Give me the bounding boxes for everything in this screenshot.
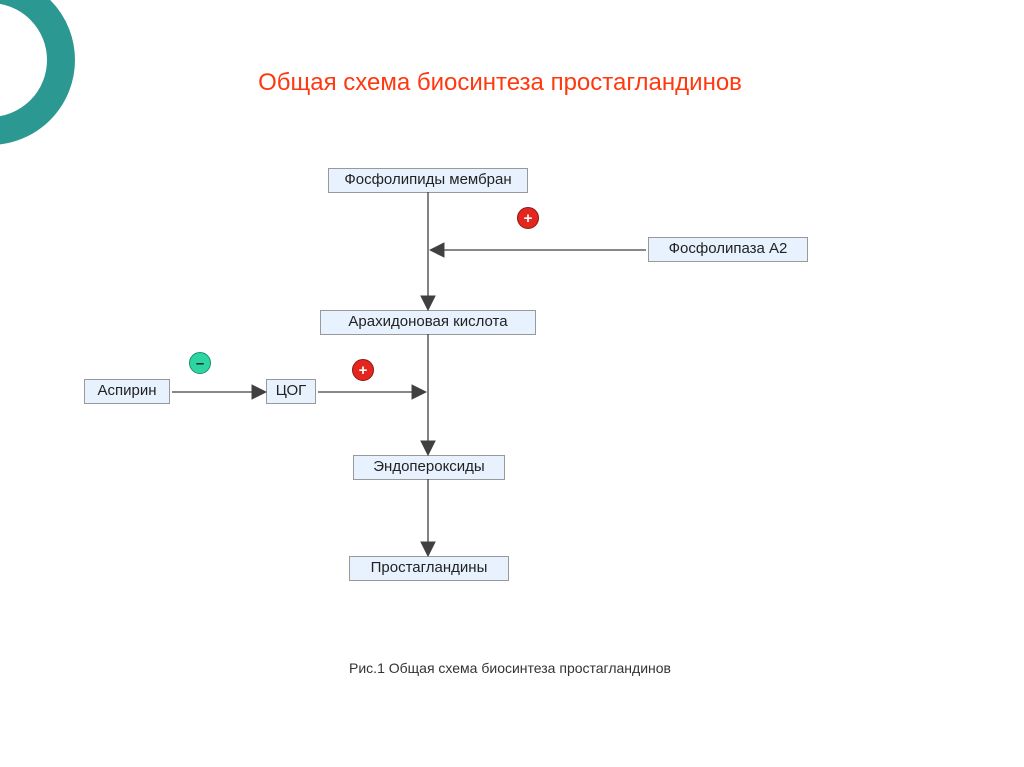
node-prostaglandins: Простагландины (349, 556, 509, 581)
node-aspirin: Аспирин (84, 379, 170, 404)
node-cox: ЦОГ (266, 379, 316, 404)
node-phospholipids: Фосфолипиды мембран (328, 168, 528, 193)
diagram-title: Общая схема биосинтеза простагландинов (150, 69, 850, 97)
node-endoperoxides: Эндопероксиды (353, 455, 505, 480)
marker-minus-aspirin: – (189, 352, 211, 374)
corner-decor (0, 0, 75, 145)
marker-plus-phospholipase: + (517, 207, 539, 229)
node-arachidonic: Арахидоновая кислота (320, 310, 536, 335)
marker-plus-cox: + (352, 359, 374, 381)
node-phospholipase: Фосфолипаза А2 (648, 237, 808, 262)
figure-caption: Рис.1 Общая схема биосинтеза простагланд… (260, 660, 760, 676)
